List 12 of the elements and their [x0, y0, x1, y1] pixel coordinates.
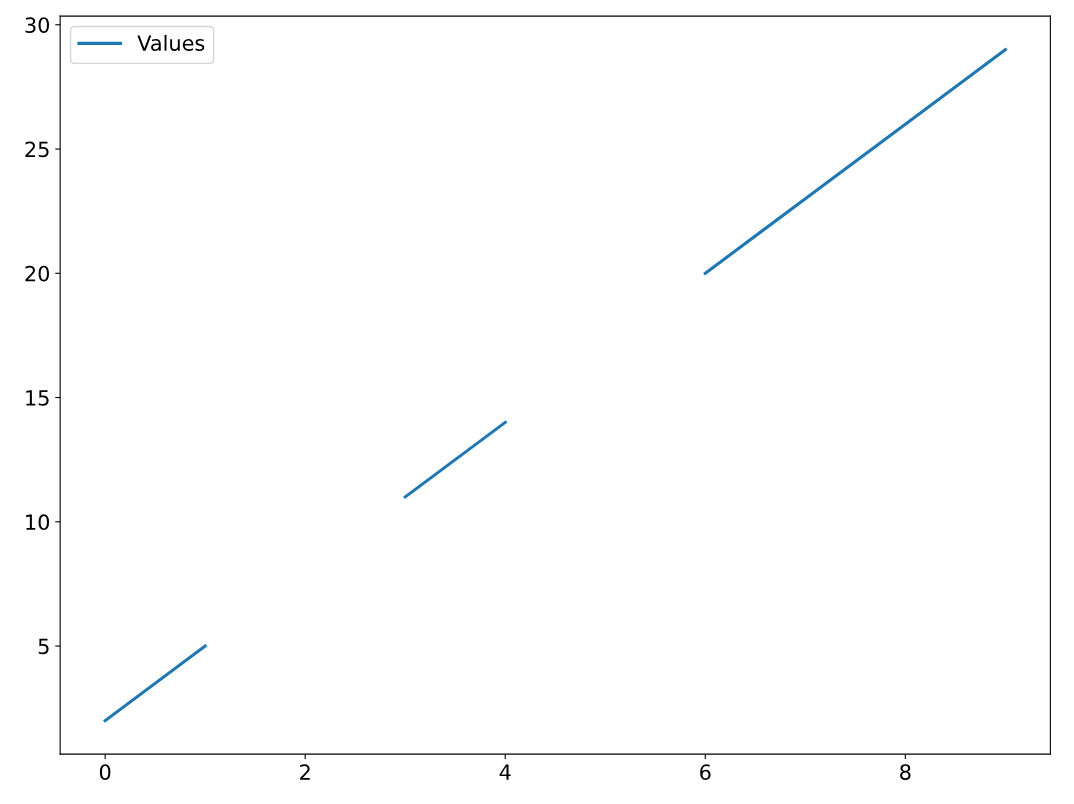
y-tick-label: 10	[26, 514, 50, 531]
y-tick-label: 20	[25, 265, 50, 282]
x-tick-label: 2	[300, 764, 310, 780]
y-tick-label: 30	[25, 17, 50, 33]
x-tick-label: 8	[900, 764, 911, 780]
x-tick-label: 0	[99, 764, 111, 780]
y-tick-label: 15	[26, 390, 49, 406]
y-tick-label: 25	[25, 141, 49, 158]
x-tick-label: 6	[700, 764, 711, 780]
y-tick-label: 5	[38, 638, 49, 655]
x-tick-label: 4	[499, 764, 511, 780]
legend-label: Values	[137, 34, 205, 51]
